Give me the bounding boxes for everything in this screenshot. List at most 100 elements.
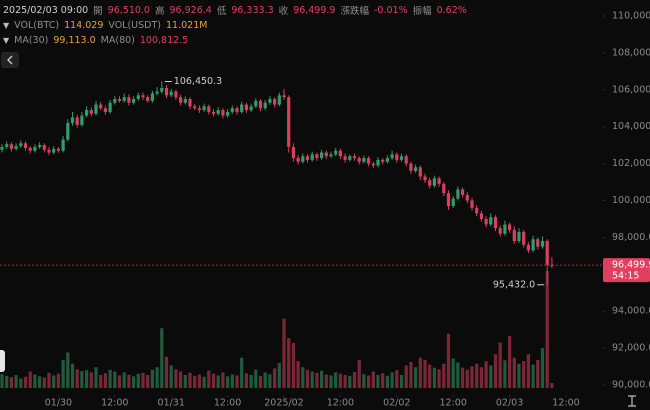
candle-body [230, 108, 234, 112]
candle-body [334, 150, 338, 155]
candle-body [169, 91, 173, 96]
ma-label: MA(30) [14, 34, 49, 46]
volume-bar [428, 364, 432, 388]
volume-bar [550, 383, 554, 388]
volume-bar [52, 375, 56, 388]
candle-body [155, 91, 159, 94]
field-label: 漲跌幅 [340, 6, 369, 17]
volume-bar [310, 371, 314, 388]
volume-bar [493, 354, 498, 388]
candle-body [404, 156, 408, 164]
candle-body [508, 224, 512, 231]
volume-bar [423, 359, 427, 388]
candle-body [540, 241, 545, 247]
cursor-icon[interactable] [628, 395, 636, 407]
candle-body [381, 159, 385, 162]
candle-body [367, 158, 371, 164]
field-label: 高 [154, 6, 165, 17]
candle-body [52, 148, 56, 153]
volume-bar [193, 375, 197, 388]
candle-body [141, 95, 145, 98]
candle-body [489, 217, 493, 225]
volume-bar [249, 375, 253, 388]
candle-body [531, 239, 535, 251]
candle-body [357, 158, 361, 162]
countdown: 54:15 [612, 271, 639, 282]
volume-bar [409, 362, 413, 388]
y-tick-label: 108,000.0 [612, 47, 650, 58]
candle-body [207, 106, 211, 112]
volume-bar [301, 367, 305, 388]
x-tick-label: 2025/02 [264, 398, 303, 409]
candle-body [348, 156, 352, 160]
candle-body [305, 156, 310, 160]
volume-bar [475, 363, 479, 388]
volume-bar [155, 367, 159, 388]
header-time: 2025/02/03 09:00 [3, 4, 89, 16]
volume-bar [211, 373, 216, 388]
volume-bar [352, 371, 357, 388]
volume-bar [70, 363, 75, 388]
x-tick-label: 12:00 [101, 398, 128, 409]
candle-body [146, 97, 150, 101]
candle-body [385, 158, 389, 162]
volume-bar [85, 370, 89, 388]
caret[interactable]: ▼ [3, 35, 10, 45]
candle-body [132, 99, 136, 103]
candle-body [277, 95, 281, 105]
candle-body [66, 123, 70, 140]
field-value: 96,499.9 [293, 4, 336, 16]
collapse-icon [7, 55, 13, 65]
candle-body [451, 198, 455, 207]
volume-bar [489, 365, 493, 388]
volume-bar [207, 370, 211, 388]
volume-bar [418, 357, 422, 388]
candle-body [211, 111, 216, 114]
volume-bar [512, 357, 516, 388]
volume-bar [498, 342, 502, 388]
volume-bar [357, 359, 361, 388]
volume-bar [376, 375, 380, 388]
candle-body [249, 106, 253, 111]
candle-body [61, 139, 65, 151]
volume-bar [470, 366, 474, 388]
candle-body [0, 146, 4, 150]
volume-bar [75, 369, 79, 388]
last-price-label: 96,499.9 [612, 260, 650, 271]
volume-bar [414, 367, 418, 388]
collapse-button[interactable] [1, 52, 19, 68]
caret[interactable]: ▼ [3, 20, 10, 30]
candle-body [399, 156, 404, 160]
volume-bar [395, 370, 399, 388]
candle-body [465, 194, 469, 201]
candle-body [117, 99, 122, 101]
annotation-high: 106,450.3 [174, 76, 222, 87]
volume-bar [19, 378, 23, 388]
field-label: 開 [93, 6, 103, 17]
candle-body [254, 100, 258, 107]
y-tick-label: 94,000.0 [612, 306, 650, 317]
candle-body [522, 231, 526, 245]
ma-label: MA(80) [100, 34, 135, 46]
volume-bar [169, 365, 173, 388]
volume-bar [367, 375, 371, 388]
candle-body [320, 152, 324, 159]
field-label: 收 [278, 6, 289, 17]
candle-body [484, 218, 488, 225]
candle-body [409, 163, 413, 171]
volume-bar [89, 372, 93, 388]
volume-bar [526, 354, 530, 388]
candle-body [202, 106, 206, 111]
candle-body [193, 106, 197, 109]
candle-body [517, 231, 521, 242]
side-tab[interactable] [0, 350, 5, 372]
y-tick-label: 98,000.0 [612, 232, 650, 243]
volume-bar [348, 375, 352, 388]
vol-value: 11.021M [166, 19, 208, 31]
volume-bar [108, 369, 112, 388]
volume-bar [508, 336, 512, 388]
volume-bar [536, 359, 540, 388]
volume-bar [244, 373, 248, 388]
volume-bar [132, 376, 136, 388]
candle-body [442, 183, 446, 194]
